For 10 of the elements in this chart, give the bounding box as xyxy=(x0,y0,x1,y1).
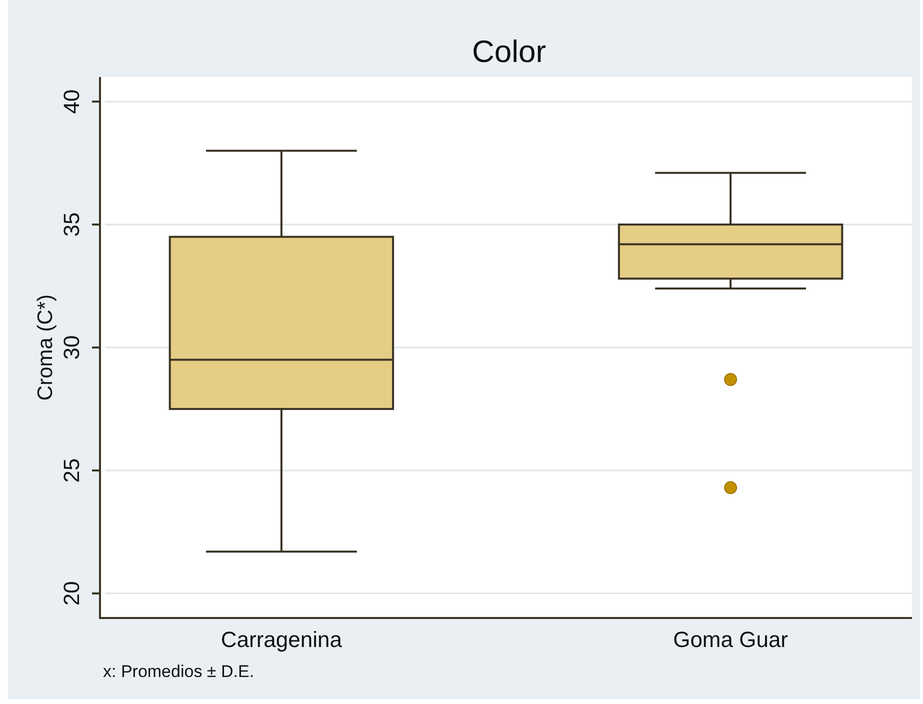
y-tick-label: 40 xyxy=(59,89,84,114)
chart-title: Color xyxy=(472,34,546,69)
y-tick-label: 30 xyxy=(59,335,84,360)
x-tick-label: Carragenina xyxy=(220,627,343,652)
y-tick-label: 35 xyxy=(59,212,84,237)
text: x: Promedios ± D.E. xyxy=(103,662,254,681)
x-tick-label: Goma Guar xyxy=(673,627,788,652)
y-tick-label: 25 xyxy=(59,458,84,483)
y-tick-label: 20 xyxy=(59,581,84,606)
y-axis-title: Croma (C*) xyxy=(34,294,57,401)
